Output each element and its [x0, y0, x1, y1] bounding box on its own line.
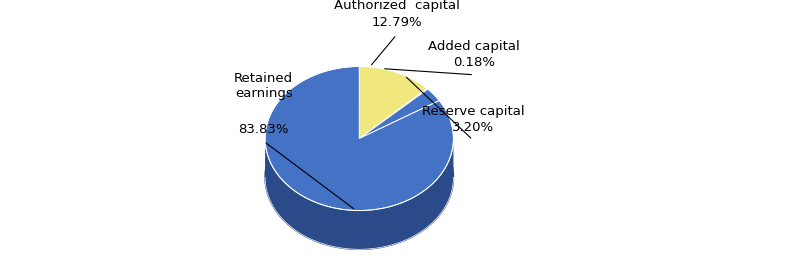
Polygon shape	[360, 89, 440, 138]
Polygon shape	[265, 66, 454, 211]
Text: 0.18%: 0.18%	[453, 56, 495, 69]
Text: Reserve capital: Reserve capital	[422, 105, 524, 118]
Text: 83.83%: 83.83%	[239, 123, 289, 136]
Text: Added capital: Added capital	[429, 40, 520, 53]
Text: Authorized  capital: Authorized capital	[334, 0, 459, 12]
Text: Retained
earnings: Retained earnings	[234, 72, 294, 100]
Polygon shape	[265, 138, 454, 249]
Polygon shape	[360, 89, 428, 138]
Text: 3.20%: 3.20%	[452, 121, 494, 134]
Polygon shape	[360, 66, 427, 138]
Polygon shape	[265, 105, 454, 249]
Text: 12.79%: 12.79%	[371, 16, 422, 29]
